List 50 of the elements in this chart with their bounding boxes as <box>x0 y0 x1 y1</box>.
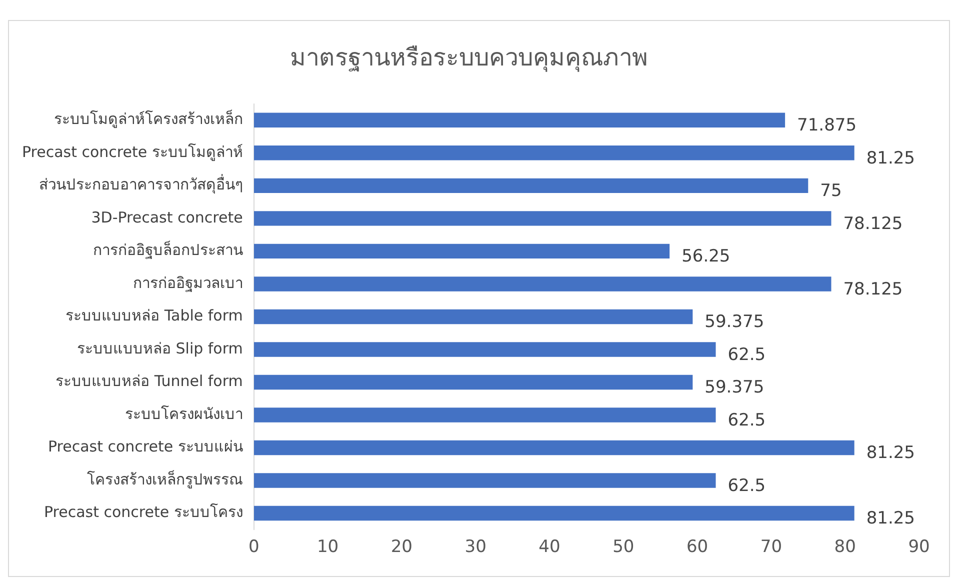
y-tick-label: ระบบแบบหล่อ Tunnel form <box>56 372 243 390</box>
bar <box>254 309 693 324</box>
x-tick-label: 30 <box>464 537 486 558</box>
data-label: 62.5 <box>728 476 766 496</box>
x-tick-label: 60 <box>686 537 708 558</box>
data-label: 81.25 <box>866 148 916 168</box>
y-tick-label: ระบบโครงผนังเบา <box>124 404 243 423</box>
bar <box>254 374 693 390</box>
x-tick-label: 50 <box>612 537 634 558</box>
bar <box>254 473 716 488</box>
data-label: 71.875 <box>797 116 857 136</box>
bar <box>254 211 832 226</box>
y-tick-label: 3D-Precast concrete <box>91 208 243 226</box>
x-tick-label: 40 <box>538 537 560 558</box>
data-label: 75 <box>820 181 842 202</box>
y-tick-label: Precast concrete ระบบโครง <box>44 503 243 522</box>
y-tick-label: ส่วนประกอบอาคารจากวัสดุอื่นๆ <box>38 174 243 195</box>
data-label: 78.125 <box>843 279 903 300</box>
x-tick-label: 0 <box>248 537 260 558</box>
data-label: 56.25 <box>682 246 730 267</box>
data-label: 78.125 <box>843 214 903 234</box>
x-tick-label: 90 <box>908 537 930 558</box>
data-label: 81.25 <box>866 508 916 529</box>
data-label: 59.375 <box>704 378 764 398</box>
x-tick-label: 10 <box>316 537 339 558</box>
bar <box>254 244 670 259</box>
y-tick-label: ระบบโมดูล่าห์โครงสร้างเหล็ก <box>54 109 243 128</box>
y-tick-label: ระบบแบบหล่อ Slip form <box>76 339 243 358</box>
bar <box>254 178 808 194</box>
bar <box>254 506 854 521</box>
data-label: 59.375 <box>704 312 764 332</box>
data-label: 81.25 <box>866 443 916 464</box>
bar <box>254 342 716 357</box>
y-tick-label: Precast concrete ระบบแผ่น <box>48 438 243 456</box>
y-tick-label: การก่ออิฐมวลเบา <box>132 274 243 292</box>
y-tick-label: โครงสร้างเหล็กรูปพรรณ <box>86 469 243 488</box>
y-tick-label: Precast concrete ระบบโมดูล่าห์ <box>22 142 243 161</box>
y-tick-label: ระบบแบบหล่อ Table form <box>66 306 243 325</box>
bar <box>254 112 786 128</box>
y-tick-label: การก่ออิฐบล็อกประสาน <box>92 240 243 260</box>
bar <box>254 146 854 160</box>
x-tick-label: 20 <box>390 537 412 558</box>
x-tick-label: 70 <box>760 537 782 558</box>
chart-title: มาตรฐานหรือระบบควบคุมคุณภาพ <box>290 44 648 73</box>
data-label: 62.5 <box>728 410 766 430</box>
data-label: 62.5 <box>728 344 766 365</box>
bar <box>254 440 854 456</box>
x-tick-label: 80 <box>834 537 856 558</box>
bar <box>254 408 716 422</box>
bar <box>254 276 832 292</box>
